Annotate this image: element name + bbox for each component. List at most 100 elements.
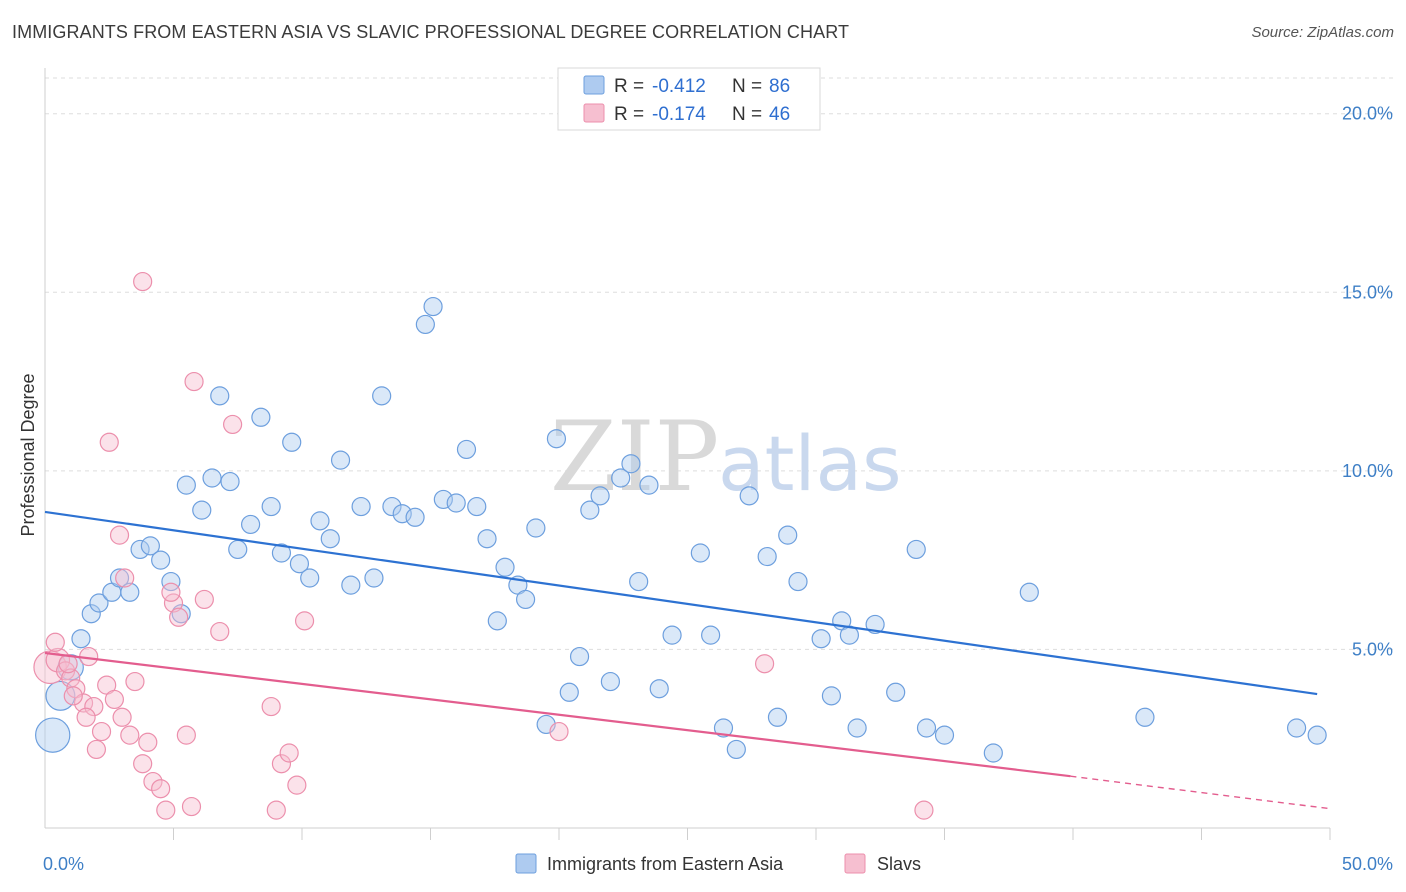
point-eastern-asia [886, 682, 906, 702]
point-eastern-asia [310, 511, 330, 531]
point-eastern-asia [220, 471, 240, 492]
point-slavs [120, 725, 140, 745]
y-tick-label: 20.0% [1342, 104, 1393, 124]
legend-r-value: -0.412 [652, 76, 706, 97]
legend-r-value: -0.174 [652, 104, 706, 125]
point-eastern-asia [546, 429, 567, 449]
point-eastern-asia [81, 604, 101, 624]
series-swatch-blue [515, 853, 537, 874]
point-slavs [287, 775, 307, 795]
point-eastern-asia [89, 593, 109, 613]
legend-swatch-blue [583, 75, 605, 95]
x-tick-label: 0.0% [43, 854, 84, 874]
point-eastern-asia [261, 496, 281, 517]
point-slavs [181, 796, 202, 817]
point-eastern-asia [392, 504, 412, 524]
point-slavs [271, 754, 292, 774]
point-slavs [210, 621, 230, 642]
point-slavs [294, 611, 315, 631]
legend-n-value: 46 [769, 104, 790, 125]
point-eastern-asia [865, 614, 885, 635]
point-eastern-asia [433, 489, 453, 510]
point-slavs [115, 568, 135, 588]
point-slavs [109, 525, 130, 545]
trend-line-slavs-extension [1070, 775, 1328, 810]
legend-n-value: 86 [769, 76, 790, 97]
watermark-atlas: atlas [718, 419, 902, 508]
point-eastern-asia [767, 707, 788, 727]
point-eastern-asia [171, 604, 191, 624]
point-eastern-asia [161, 571, 181, 592]
point-eastern-asia [415, 314, 435, 335]
point-eastern-asia [526, 518, 546, 538]
point-eastern-asia [1135, 707, 1155, 727]
point-eastern-asia [467, 496, 487, 517]
chart-source: Source: ZipAtlas.com [1251, 24, 1394, 41]
point-eastern-asia [649, 679, 669, 699]
point-slavs [169, 607, 189, 627]
point-eastern-asia [71, 629, 91, 649]
point-eastern-asia [364, 568, 384, 588]
point-eastern-asia [515, 589, 536, 610]
point-eastern-asia [228, 539, 248, 560]
point-slavs [156, 800, 176, 820]
point-slavs [194, 589, 214, 610]
point-eastern-asia [192, 500, 212, 520]
point-eastern-asia [739, 486, 759, 506]
point-eastern-asia [176, 475, 196, 495]
data-points [33, 271, 1327, 820]
point-slavs [161, 582, 181, 602]
point-slavs [176, 725, 196, 745]
point-eastern-asia [109, 568, 130, 588]
legend-n-label: N = [732, 104, 762, 125]
point-slavs [86, 739, 107, 760]
point-eastern-asia [701, 625, 721, 645]
point-slavs [112, 707, 132, 727]
y-axis-label: Professional Degree [18, 373, 38, 536]
point-eastern-asia [241, 514, 261, 535]
point-eastern-asia [906, 539, 926, 560]
correlation-legend: R = -0.412 N = 86 R = -0.174 N = 46 [557, 67, 821, 131]
legend-n-label: N = [732, 76, 762, 97]
point-eastern-asia [559, 682, 579, 702]
point-slavs [133, 271, 153, 292]
point-eastern-asia [382, 496, 402, 517]
point-slavs [914, 800, 934, 820]
point-eastern-asia [811, 629, 831, 649]
legend-r-label: R = [614, 104, 644, 125]
point-eastern-asia [778, 525, 798, 545]
point-eastern-asia [569, 646, 590, 667]
x-tick-label: 50.0% [1342, 854, 1393, 874]
point-eastern-asia [289, 554, 310, 574]
chart-title: IMMIGRANTS FROM EASTERN ASIA VS SLAVIC P… [12, 22, 850, 42]
point-eastern-asia [151, 550, 171, 570]
point-slavs [754, 654, 775, 674]
point-eastern-asia [611, 468, 631, 488]
watermark: ZIP atlas [550, 401, 902, 513]
point-eastern-asia [341, 575, 361, 595]
point-eastern-asia [372, 386, 392, 406]
point-eastern-asia [1286, 718, 1307, 738]
point-slavs [138, 732, 158, 752]
point-eastern-asia [282, 432, 302, 452]
point-eastern-asia [590, 486, 610, 506]
point-eastern-asia [600, 671, 621, 692]
x-tick-labels: 0.0% 50.0% [43, 854, 1393, 874]
point-eastern-asia [788, 571, 808, 592]
point-eastern-asia [690, 543, 710, 563]
trend-line-slavs [44, 651, 1071, 778]
point-eastern-asia [405, 507, 425, 527]
series-label: Immigrants from Eastern Asia [547, 854, 784, 874]
point-slavs [125, 671, 145, 692]
y-tick-label: 10.0% [1342, 461, 1393, 481]
point-eastern-asia [629, 571, 649, 592]
legend-swatch-pink [583, 103, 605, 123]
point-slavs [104, 689, 124, 710]
point-slavs [91, 721, 112, 742]
point-eastern-asia [351, 496, 371, 517]
point-eastern-asia [726, 739, 746, 760]
point-slavs [266, 800, 286, 820]
point-slavs [133, 754, 153, 774]
point-slavs [223, 414, 243, 435]
point-eastern-asia [130, 539, 150, 560]
